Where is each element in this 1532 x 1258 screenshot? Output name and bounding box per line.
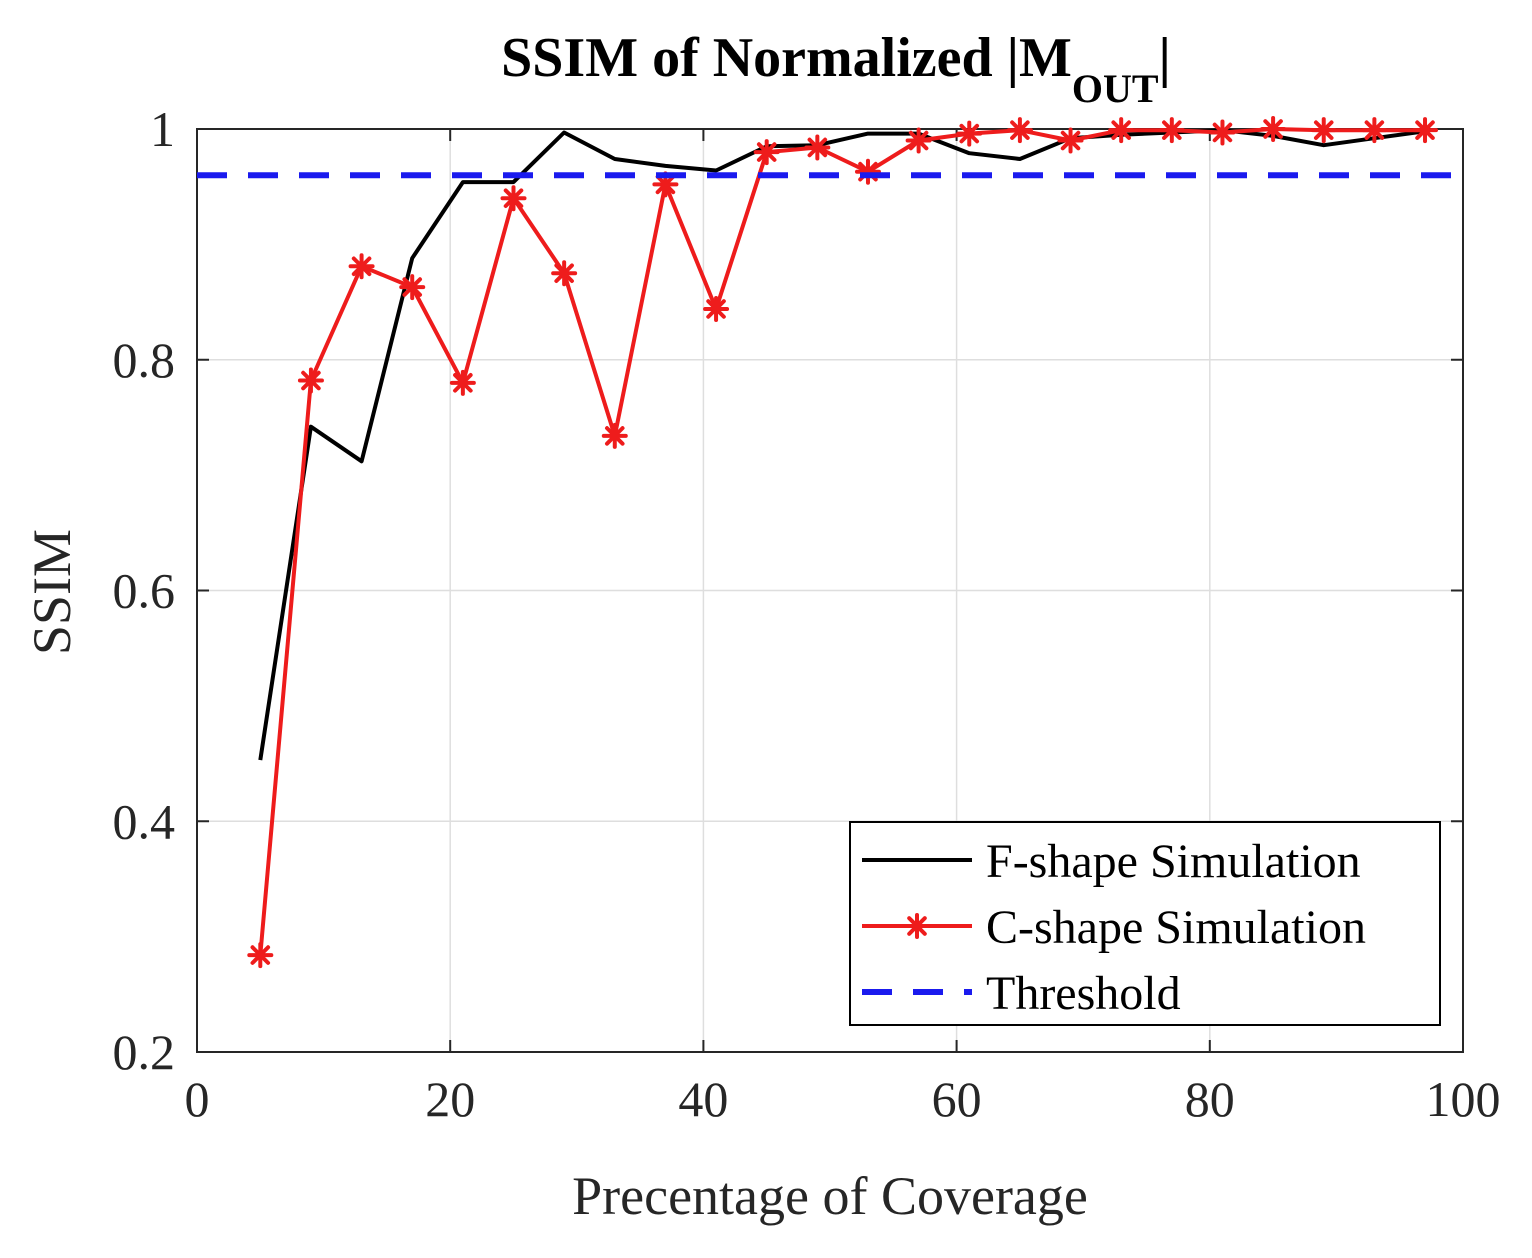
y-tick-label: 1 <box>150 101 175 157</box>
data-point <box>1108 117 1135 144</box>
data-point <box>804 134 831 161</box>
series-layer <box>197 116 1463 969</box>
x-tick-label: 0 <box>185 1071 210 1127</box>
legend: F-shape Simulation C-shape Simulation Thre… <box>849 821 1441 1026</box>
legend-item: F-shape Simulation <box>862 835 1361 888</box>
legend-label: Threshold <box>986 967 1181 1020</box>
legend-item: Threshold <box>862 967 1181 1020</box>
series-line-f-shape-simulation <box>258 128 1426 761</box>
legend-label: C-shape Simulation <box>986 901 1366 954</box>
data-point <box>1006 117 1033 144</box>
data-point <box>551 260 578 287</box>
data-point <box>1158 117 1185 144</box>
data-point <box>1260 116 1287 142</box>
data-point <box>348 253 375 280</box>
data-point <box>500 185 527 212</box>
x-axis-label: Precentage of Coverage <box>572 1166 1088 1226</box>
chart-title: SSIM of Normalized |MOUT| <box>501 27 1171 111</box>
data-point <box>601 422 628 449</box>
x-tick-label: 80 <box>1185 1071 1235 1127</box>
y-tick-label: 0.2 <box>113 1024 176 1080</box>
data-point <box>297 367 324 394</box>
x-tick-label: 100 <box>1426 1071 1501 1127</box>
x-tick-label: 40 <box>678 1071 728 1127</box>
legend-box <box>849 821 1441 1026</box>
legend-label: F-shape Simulation <box>986 835 1361 888</box>
data-point <box>449 369 476 396</box>
legend-marker <box>904 913 930 939</box>
x-tick-label: 60 <box>932 1071 982 1127</box>
data-point <box>1310 117 1337 144</box>
data-point <box>1057 127 1084 154</box>
legend-item: C-shape Simulation <box>862 901 1366 954</box>
data-point <box>753 139 780 166</box>
data-point <box>1361 117 1388 144</box>
y-axis-label: SSIM <box>22 529 82 655</box>
data-point <box>247 942 274 969</box>
data-point <box>703 295 730 322</box>
data-point <box>399 274 426 301</box>
data-point <box>905 127 932 154</box>
data-point <box>854 158 881 185</box>
axis-ticks: 0 20 40 60 80 100 0.2 0.4 0.6 0.8 1 <box>113 101 1501 1127</box>
data-point <box>1412 117 1439 144</box>
data-point <box>1209 119 1236 146</box>
series-c-shape-simulation <box>247 116 1439 969</box>
data-point <box>956 120 983 147</box>
y-tick-label: 0.4 <box>113 793 176 849</box>
data-point <box>652 171 679 198</box>
series-f-shape-simulation <box>258 128 1426 761</box>
y-tick-label: 0.8 <box>113 332 176 388</box>
x-tick-label: 20 <box>425 1071 475 1127</box>
y-tick-label: 0.6 <box>113 563 176 619</box>
